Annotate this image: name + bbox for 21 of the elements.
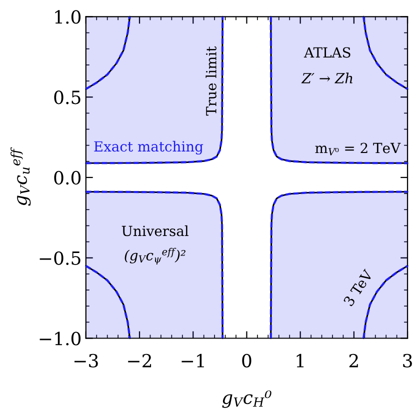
- annotation: (g$_{V}$c$_{ψ}$$^{eff}$)²: [124, 248, 186, 264]
- annotation: ATLAS: [304, 47, 350, 58]
- x-tick-label: −3: [74, 354, 98, 368]
- series-label: Exact matching: [94, 140, 204, 155]
- y-axis-title: g$_{V}$c$_{u}$$^{eff}$: [10, 147, 31, 206]
- y-tick-label: −1.0: [40, 332, 81, 346]
- annotation: Universal: [122, 225, 188, 236]
- x-tick-label: 1: [296, 354, 304, 368]
- x-tick-label: 0: [242, 354, 252, 368]
- x-axis-title: g$_{V}$c$_{H}$⁰: [222, 390, 272, 408]
- y-tick-label: 0.5: [54, 90, 80, 104]
- annotation: Z′ → Zh: [301, 72, 352, 84]
- y-tick-label: 0.0: [54, 170, 81, 185]
- x-tick-label: −2: [128, 354, 152, 368]
- text: True limit: [206, 46, 216, 116]
- y-tick-label: 1.0: [55, 10, 81, 24]
- y-tick-label: −0.5: [40, 251, 80, 265]
- x-tick-label: 2: [349, 354, 358, 368]
- x-tick-label: −1: [182, 354, 204, 368]
- x-tick-label: 3: [403, 354, 412, 368]
- annotation: m$_{V⁰}$ = 2 TeV: [315, 142, 401, 156]
